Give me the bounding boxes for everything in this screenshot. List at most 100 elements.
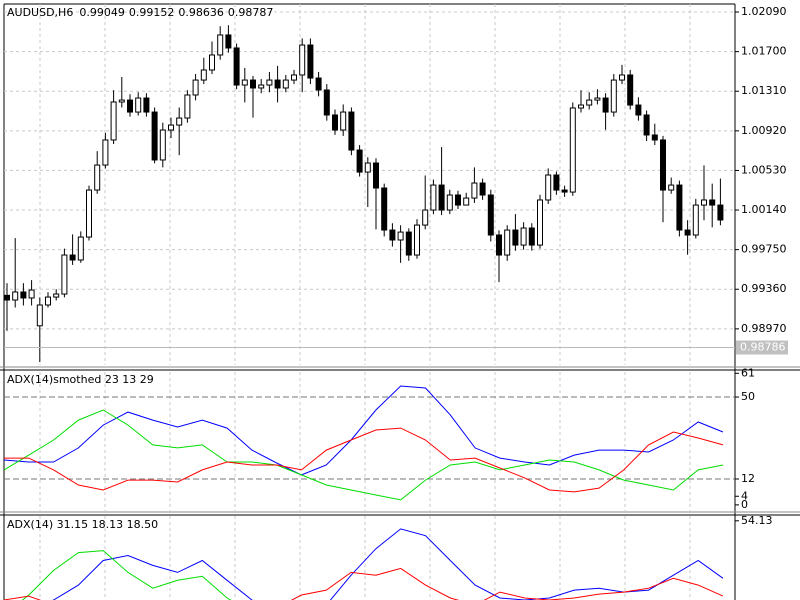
- candle-body: [692, 204, 699, 236]
- header-high: 0.99152: [129, 6, 175, 19]
- y-tick-label: 54.13: [741, 514, 773, 527]
- candle-body: [307, 44, 314, 79]
- candle-body: [405, 231, 412, 256]
- symbol-title: AUDUSD,H6: [7, 6, 73, 19]
- candle-body: [553, 174, 560, 191]
- candle-body: [266, 79, 273, 86]
- candle-body: [69, 254, 76, 261]
- candle-body: [340, 111, 347, 131]
- candle-body: [86, 189, 92, 238]
- candle-body: [151, 111, 158, 161]
- candle-body: [225, 34, 232, 49]
- header-close: 0.98787: [228, 6, 274, 19]
- candle-body: [651, 134, 658, 141]
- candle-body: [118, 99, 125, 103]
- candle-body: [282, 79, 289, 89]
- candle-body: [668, 184, 675, 191]
- candle-body: [143, 97, 150, 113]
- panel: [4, 528, 724, 600]
- candle-body: [315, 77, 322, 91]
- candle-body: [323, 89, 330, 116]
- y-tick-label: 1.00920: [741, 124, 787, 137]
- y-tick-label: 12: [741, 472, 755, 485]
- y-tick-label: 0.99750: [741, 243, 787, 256]
- candle-body: [446, 194, 453, 211]
- indicator-line: [4, 567, 724, 600]
- candle-body: [127, 99, 133, 113]
- candle-body: [28, 289, 35, 299]
- indicator-line: [4, 385, 724, 476]
- candle-body: [159, 129, 166, 161]
- candle-body: [217, 34, 224, 56]
- candle-body: [430, 184, 437, 211]
- candle-body: [389, 229, 396, 241]
- candle-body: [717, 204, 724, 221]
- candle-body: [110, 101, 117, 141]
- candle-body: [701, 199, 707, 206]
- candle-body: [364, 162, 371, 173]
- header-open: 0.99049: [79, 6, 125, 19]
- candle-body: [578, 104, 584, 109]
- y-tick-label: 0.98970: [741, 322, 787, 335]
- candle-body: [102, 139, 109, 166]
- candle-body: [545, 174, 552, 201]
- candle-body: [94, 164, 101, 191]
- candle-body: [479, 182, 486, 196]
- candle-body: [77, 236, 84, 261]
- candle-body: [291, 74, 297, 81]
- candle-body: [422, 209, 429, 226]
- y-tick-label: 61: [741, 366, 755, 379]
- candle-body: [496, 234, 502, 256]
- y-tick-label: 1.00530: [741, 163, 787, 176]
- candle-body: [135, 97, 142, 113]
- candle-body: [200, 69, 207, 81]
- candle-body: [274, 79, 281, 89]
- candle-body: [168, 124, 174, 131]
- candle-body: [561, 189, 568, 193]
- candle-body: [586, 99, 593, 106]
- candle-body: [635, 104, 642, 116]
- candle-body: [12, 291, 19, 301]
- indicator-line: [21, 550, 556, 600]
- candle-body: [594, 97, 601, 101]
- candle-body: [348, 111, 355, 151]
- candle-body: [20, 291, 27, 299]
- candle-body: [192, 79, 199, 96]
- candle-body: [471, 182, 478, 199]
- candle-body: [233, 47, 240, 86]
- candle-body: [455, 194, 461, 206]
- y-tick-label: 1.01700: [741, 45, 787, 58]
- candle-body: [610, 79, 617, 113]
- indicator-line: [4, 427, 724, 493]
- candle-body: [258, 84, 265, 89]
- indicator-line: [4, 409, 724, 501]
- candle-body: [381, 187, 388, 231]
- indicator-title: ADX(14)smothed 23 13 29: [7, 373, 154, 386]
- bid-label: 0.98786: [740, 341, 786, 354]
- candle-body: [176, 117, 183, 126]
- panel: [4, 385, 735, 501]
- candle-body: [356, 149, 363, 173]
- candle-body: [676, 184, 683, 231]
- indicator-line: [52, 528, 724, 600]
- candle-body: [684, 229, 691, 236]
- y-tick-label: 0: [741, 498, 748, 511]
- candle-body: [53, 293, 60, 298]
- candle-body: [709, 199, 716, 206]
- candle-body: [463, 197, 470, 206]
- y-tick-label: 50: [741, 390, 755, 403]
- candle-body: [438, 184, 445, 211]
- candle-body: [45, 296, 51, 306]
- y-tick-label: 1.00140: [741, 203, 787, 216]
- candle-body: [373, 162, 379, 189]
- candle-body: [299, 44, 306, 76]
- candle-body: [528, 227, 535, 246]
- candle-body: [569, 107, 576, 193]
- candle-body: [619, 74, 625, 81]
- y-tick-label: 1.01310: [741, 84, 787, 97]
- y-tick-label: 4: [741, 489, 748, 502]
- candle-body: [332, 114, 338, 131]
- candle-body: [250, 79, 256, 89]
